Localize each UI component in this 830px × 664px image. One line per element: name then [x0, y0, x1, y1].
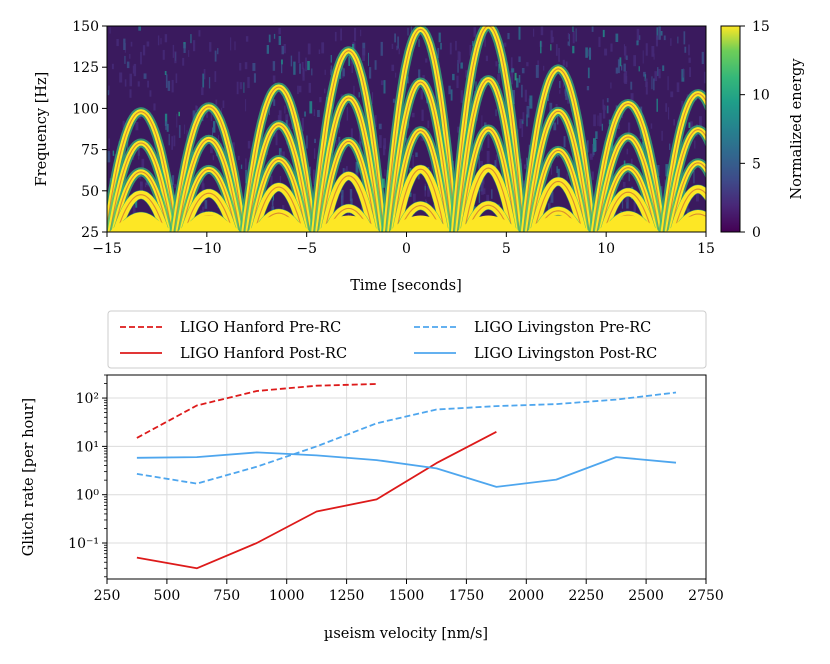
glitch-rate-x-tick-label: 1000 — [269, 588, 305, 604]
spectrogram-x-ticks: −15 −10 −5 0 5 10 15 — [92, 232, 715, 257]
legend-label: LIGO Livingston Post-RC — [474, 346, 657, 362]
glitch-rate-lines — [136, 383, 677, 570]
colorbar-tick-label: 5 — [752, 156, 761, 172]
glitch-rate-x-tick-label: 2000 — [508, 588, 544, 604]
glitch-rate-y-tick-label: 10² — [76, 391, 99, 407]
glitch-rate-panel: 250 500 750 1000 1250 1500 1750 2000 2250 2500 275… — [21, 374, 724, 642]
spectrogram-y-ticks: 25 50 75 100 125 150 — [72, 19, 107, 241]
glitch-rate-y-tick-label: 10⁻¹ — [68, 536, 99, 552]
arch-7 — [518, 64, 598, 232]
series-line-3 — [136, 431, 497, 570]
spectrogram-x-label: Time [seconds] — [350, 278, 462, 294]
spectrogram-y-tick-label: 125 — [72, 60, 99, 76]
spectrogram-y-tick-label: 75 — [81, 143, 99, 159]
arch-9 — [658, 89, 706, 232]
spectrogram-arches — [107, 26, 706, 232]
colorbar-tick-label: 10 — [752, 88, 770, 104]
glitch-rate-x-tick-label: 1750 — [449, 588, 485, 604]
arch-8 — [588, 99, 668, 232]
arch-3 — [239, 82, 319, 232]
arch-1 — [107, 107, 181, 232]
glitch-rate-y-tick-label: 10¹ — [76, 439, 99, 455]
legend-item-1: LIGO Hanford Pre-RC — [120, 320, 341, 336]
legend-label: LIGO Hanford Pre-RC — [180, 320, 341, 336]
spectrogram-x-tick-label: −10 — [192, 241, 222, 257]
spectrogram-x-tick-label: −5 — [296, 241, 317, 257]
legend-label: LIGO Livingston Pre-RC — [474, 320, 651, 336]
spectrogram-y-tick-label: 50 — [81, 184, 99, 200]
glitch-rate-x-tick-label: 250 — [94, 588, 121, 604]
colorbar-label: Normalized energy — [789, 58, 805, 200]
series-line-4 — [136, 451, 677, 488]
spectrogram-y-tick-label: 25 — [81, 225, 99, 241]
glitch-rate-y-ticks: 10⁻¹ 10⁰ 10¹ 10² — [68, 374, 107, 578]
legend-frame — [107, 310, 707, 369]
colorbar — [720, 25, 741, 233]
arch-2 — [169, 102, 249, 232]
arch-6 — [448, 26, 528, 232]
glitch-rate-x-tick-label: 750 — [213, 588, 240, 604]
glitch-rate-y-label: Glitch rate [per hour] — [21, 398, 37, 556]
spectrogram-y-label: Frequency [Hz] — [34, 72, 50, 187]
glitch-rate-y-tick-label: 10⁰ — [76, 488, 100, 504]
glitch-rate-x-tick-label: 2250 — [568, 588, 604, 604]
legend: LIGO Hanford Pre-RC LIGO Livingston Pre-R… — [107, 310, 707, 369]
colorbar-tick-label: 0 — [752, 225, 761, 241]
glitch-rate-x-tick-label: 500 — [154, 588, 181, 604]
arch-5 — [381, 26, 460, 232]
spectrogram-x-tick-label: 10 — [597, 241, 615, 257]
legend-item-3: LIGO Hanford Post-RC — [120, 346, 347, 362]
spectrogram-x-tick-label: 0 — [402, 241, 411, 257]
arch-4 — [309, 46, 388, 232]
legend-item-2: LIGO Livingston Pre-RC — [414, 320, 651, 336]
legend-item-4: LIGO Livingston Post-RC — [414, 346, 657, 362]
spectrogram-x-tick-label: −15 — [92, 241, 122, 257]
colorbar-tick-label: 15 — [752, 19, 770, 35]
glitch-rate-x-tick-label: 2750 — [688, 588, 724, 604]
spectrogram-x-tick-label: 5 — [502, 241, 511, 257]
spectrogram-x-tick-label: 15 — [697, 241, 715, 257]
series-line-1 — [136, 383, 377, 439]
legend-label: LIGO Hanford Post-RC — [180, 346, 347, 362]
spectrogram-y-tick-label: 100 — [72, 101, 99, 117]
glitch-rate-x-tick-label: 1250 — [329, 588, 365, 604]
colorbar-ticks: 0 5 10 15 — [740, 19, 770, 241]
spectrogram-y-tick-label: 150 — [72, 19, 99, 35]
glitch-rate-x-label: µseism velocity [nm/s] — [324, 626, 488, 642]
glitch-rate-x-ticks: 250 500 750 1000 1250 1500 1750 2000 2250 2500 275… — [94, 579, 724, 604]
glitch-rate-x-tick-label: 1500 — [389, 588, 425, 604]
glitch-rate-x-tick-label: 2500 — [628, 588, 664, 604]
series-line-2 — [136, 391, 677, 485]
